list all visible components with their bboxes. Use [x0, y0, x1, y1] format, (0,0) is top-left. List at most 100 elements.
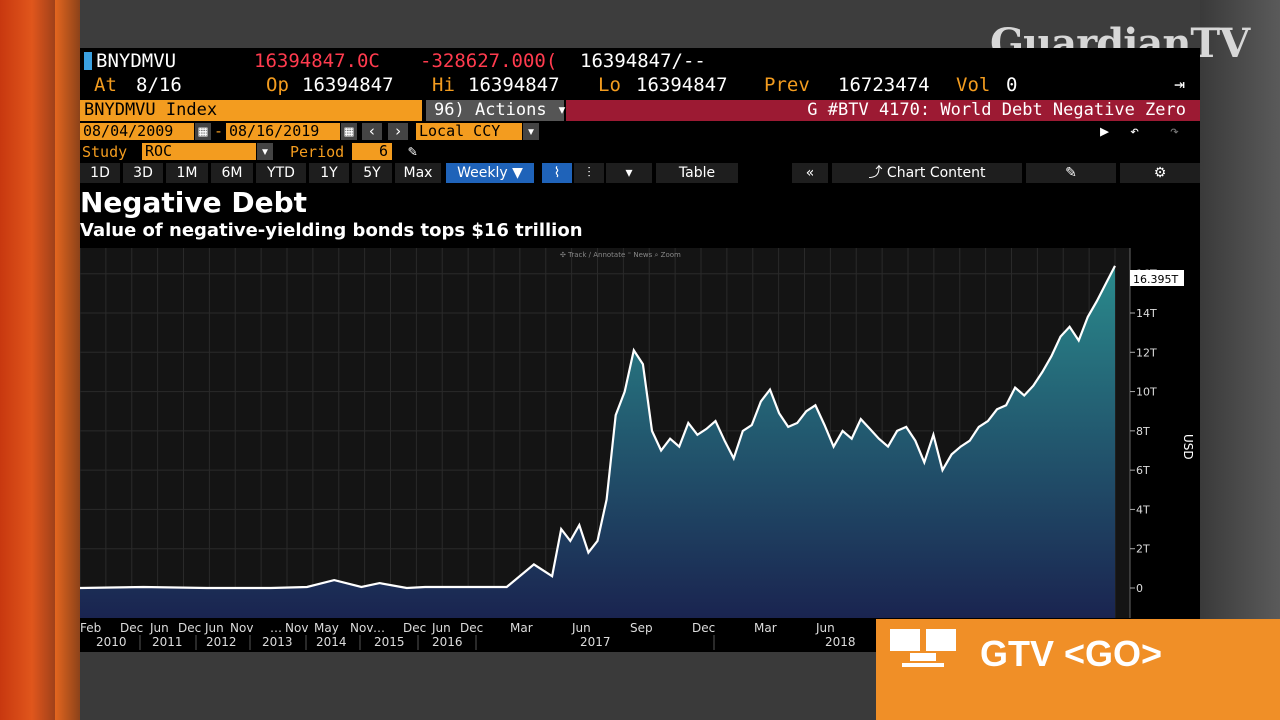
series-line — [80, 265, 1116, 590]
range-6m[interactable]: 6M — [211, 163, 253, 183]
x-year-label: 2017 — [580, 635, 611, 649]
last-value-text: 16.395T — [1133, 273, 1178, 286]
x-year-label: 2015 — [374, 635, 405, 649]
undo-icon[interactable]: ↶ — [1130, 122, 1140, 140]
y-tick-label: 14T — [1136, 307, 1157, 320]
study-dropdown-icon[interactable]: ▾ — [257, 143, 273, 160]
period-field[interactable]: 6 — [352, 143, 392, 160]
open-label: Op — [266, 74, 289, 96]
chart-title: Negative Debt — [80, 186, 307, 219]
chart-content-button[interactable]: ⤴ Chart Content — [832, 163, 1022, 183]
area-fill — [80, 265, 1115, 618]
x-tick-label: Jun — [204, 621, 224, 635]
y-axis-label: USD — [1181, 434, 1195, 460]
bloomberg-terminal: BNYDMVU 16394847.0C -328627.000( 1639484… — [80, 48, 1200, 652]
x-tick-label: Dec — [178, 621, 201, 635]
range-1d[interactable]: 1D — [80, 163, 120, 183]
start-date-field[interactable]: 08/04/2009 — [80, 123, 194, 140]
command-row: BNYDMVU Index 96) Actions ▾ G #BTV 4170:… — [80, 98, 1200, 122]
period-label: Period — [290, 143, 345, 161]
x-tick-label: … — [373, 621, 385, 635]
range-3d[interactable]: 3D — [123, 163, 163, 183]
news-headline[interactable]: G #BTV 4170: World Debt Negative Zero — [566, 100, 1200, 121]
x-tick-label: Dec — [460, 621, 483, 635]
x-year-label: 2014 — [316, 635, 347, 649]
export-icon[interactable]: ⇥ — [1174, 74, 1185, 95]
quote-row: At 8/16 Op 16394847 Hi 16394847 Lo 16394… — [80, 74, 1200, 98]
bid-ask: 16394847/-- — [580, 50, 706, 72]
x-tick-label: Feb — [80, 621, 101, 635]
ticker-symbol: BNYDMVU — [96, 50, 177, 72]
x-year-label: 2010 — [96, 635, 127, 649]
x-tick-label: Mar — [510, 621, 533, 635]
range-1m[interactable]: 1M — [166, 163, 208, 183]
x-tick-label: Mar — [754, 621, 777, 635]
redo-icon[interactable]: ↷ — [1170, 122, 1180, 140]
actions-number: 96) — [434, 100, 465, 120]
last-price: 16394847.0C — [254, 50, 380, 72]
edit-chart-icon[interactable]: ✎ — [1026, 163, 1116, 183]
background-top — [80, 0, 1200, 48]
x-year-label: 2012 — [206, 635, 237, 649]
range-max[interactable]: Max — [395, 163, 441, 183]
security-field[interactable]: BNYDMVU Index — [80, 100, 422, 121]
play-icon[interactable]: ▶ — [1100, 122, 1110, 140]
frequency-select[interactable]: Weekly ▼ — [446, 163, 534, 183]
table-button[interactable]: Table — [656, 163, 738, 183]
gtv-promo[interactable]: GTV <GO> — [876, 619, 1280, 720]
security-color-tab — [84, 52, 92, 70]
x-tick-label: Dec — [403, 621, 426, 635]
y-tick-label: 6T — [1136, 464, 1150, 477]
monitor-icon — [890, 629, 956, 667]
study-label: Study — [82, 143, 128, 161]
start-calendar-icon[interactable]: ▦ — [195, 123, 211, 140]
area-chart[interactable]: 02T4T6T8T10T12T14T16T FebDecJunDecJunNov… — [80, 248, 1200, 652]
actions-menu[interactable]: 96) Actions ▾ — [426, 100, 568, 121]
chart-content-icon: ⤴ — [868, 165, 883, 181]
y-tick-label: 2T — [1136, 543, 1150, 556]
prev-label: Prev — [764, 74, 810, 96]
end-date-field[interactable]: 08/16/2019 — [226, 123, 340, 140]
currency-dropdown-icon[interactable]: ▾ — [523, 123, 539, 140]
date-separator: - — [214, 122, 224, 140]
prev-value: 16723474 — [838, 74, 930, 96]
next-period-button[interactable]: › — [388, 123, 408, 140]
y-tick-label: 4T — [1136, 503, 1150, 516]
y-tick-label: 12T — [1136, 346, 1157, 359]
currency-select[interactable]: Local CCY — [416, 123, 522, 140]
chart-mini-tools[interactable]: ✣ Track ∕ Annotate ⁼ News ⌕ Zoom — [560, 251, 681, 259]
actions-label: Actions ▾ — [474, 100, 568, 120]
date-row: 08/04/2009 ▦ - 08/16/2019 ▦ ‹ › Local CC… — [80, 122, 1200, 142]
x-tick-label: Dec — [692, 621, 715, 635]
last-value-box — [1130, 270, 1184, 286]
x-year-label: 2011 — [152, 635, 183, 649]
chart-content-label: Chart Content — [886, 165, 986, 181]
x-year-label: 2018 — [825, 635, 856, 649]
volume-value: 0 — [1006, 74, 1018, 96]
line-chart-icon[interactable]: ⌇ — [542, 163, 572, 183]
range-5y[interactable]: 5Y — [352, 163, 392, 183]
low-value: 16394847 — [636, 74, 728, 96]
settings-gear-icon[interactable]: ⚙ — [1120, 163, 1200, 183]
y-tick-label: 10T — [1136, 386, 1157, 399]
chart-type-dropdown-icon[interactable]: ▾ — [606, 163, 652, 183]
x-tick-label: Sep — [630, 621, 653, 635]
collapse-icon[interactable]: « — [792, 163, 828, 183]
x-year-label: 2016 — [432, 635, 463, 649]
range-ytd[interactable]: YTD — [256, 163, 306, 183]
prev-period-button[interactable]: ‹ — [362, 123, 382, 140]
x-tick-label: Jun — [431, 621, 451, 635]
x-tick-label: Nov — [230, 621, 253, 635]
high-label: Hi — [432, 74, 455, 96]
pencil-icon[interactable]: ✎ — [408, 142, 418, 160]
bar-chart-icon[interactable]: ⫶ — [574, 163, 604, 183]
volume-label: Vol — [956, 74, 991, 96]
range-1y[interactable]: 1Y — [309, 163, 349, 183]
x-tick-label: Dec — [120, 621, 143, 635]
end-calendar-icon[interactable]: ▦ — [341, 123, 357, 140]
x-year-label: 2013 — [262, 635, 293, 649]
x-tick-label: May — [314, 621, 339, 635]
net-change: -328627.000( — [420, 50, 558, 72]
x-tick-label: Jun — [149, 621, 169, 635]
study-select[interactable]: ROC — [142, 143, 256, 160]
